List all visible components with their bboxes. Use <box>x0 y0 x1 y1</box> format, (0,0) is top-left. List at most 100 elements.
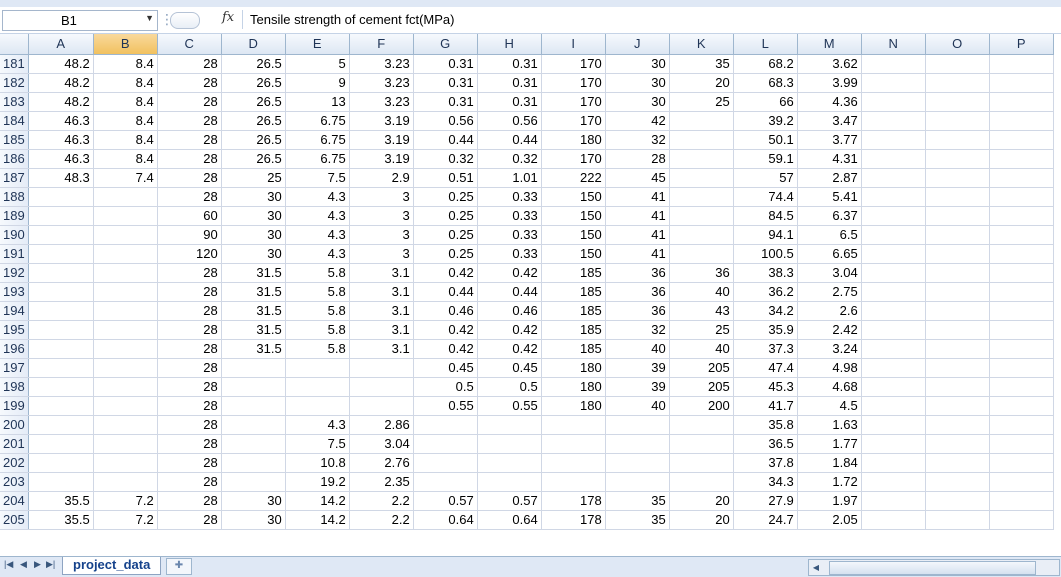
cell[interactable] <box>28 187 94 207</box>
cell[interactable]: 5.41 <box>797 187 862 207</box>
row-header[interactable]: 183 <box>0 92 29 112</box>
cell[interactable] <box>285 396 350 416</box>
cell[interactable] <box>925 244 990 264</box>
cell[interactable]: 28 <box>157 453 222 473</box>
cell[interactable] <box>861 339 926 359</box>
column-header-f[interactable]: F <box>349 34 414 55</box>
cell[interactable]: 0.33 <box>477 206 542 226</box>
cell[interactable] <box>541 453 606 473</box>
sheet-tab-project-data[interactable]: project_data <box>62 557 162 575</box>
cell[interactable]: 35.9 <box>733 320 798 340</box>
cell[interactable] <box>605 453 670 473</box>
cell[interactable]: 30 <box>221 244 286 264</box>
cell[interactable] <box>989 244 1054 264</box>
cell[interactable]: 40 <box>605 339 670 359</box>
cell[interactable]: 0.45 <box>413 358 478 378</box>
cell[interactable]: 48.2 <box>28 73 94 93</box>
cell[interactable]: 0.31 <box>477 54 542 74</box>
cell[interactable] <box>413 434 478 454</box>
cell[interactable]: 28 <box>157 111 222 131</box>
cell[interactable] <box>669 111 734 131</box>
cell[interactable]: 48.3 <box>28 168 94 188</box>
select-all-corner[interactable] <box>0 34 29 55</box>
cell[interactable] <box>925 187 990 207</box>
cell[interactable] <box>93 453 158 473</box>
cell[interactable]: 185 <box>541 339 606 359</box>
cell[interactable] <box>925 453 990 473</box>
cell[interactable] <box>989 472 1054 492</box>
cell[interactable]: 1.97 <box>797 491 862 511</box>
cell[interactable] <box>925 339 990 359</box>
cell[interactable] <box>861 149 926 169</box>
cell[interactable] <box>989 206 1054 226</box>
cell[interactable]: 0.64 <box>477 510 542 530</box>
cell[interactable] <box>93 301 158 321</box>
cell[interactable]: 24.7 <box>733 510 798 530</box>
cell[interactable] <box>28 472 94 492</box>
cell[interactable] <box>541 415 606 435</box>
cell[interactable] <box>861 225 926 245</box>
formula-input[interactable]: Tensile strength of cement fct(MPa) <box>242 10 1059 29</box>
cell[interactable]: 0.57 <box>413 491 478 511</box>
cell[interactable]: 30 <box>221 510 286 530</box>
cell[interactable]: 1.63 <box>797 415 862 435</box>
cell[interactable] <box>989 434 1054 454</box>
cell[interactable] <box>221 472 286 492</box>
column-header-l[interactable]: L <box>733 34 798 55</box>
cell[interactable] <box>861 73 926 93</box>
cell[interactable]: 25 <box>669 92 734 112</box>
cell[interactable]: 10.8 <box>285 453 350 473</box>
cell[interactable]: 26.5 <box>221 111 286 131</box>
cell[interactable]: 180 <box>541 396 606 416</box>
row-header[interactable]: 193 <box>0 282 29 302</box>
cell[interactable]: 46.3 <box>28 149 94 169</box>
cell[interactable] <box>925 377 990 397</box>
cell[interactable]: 68.2 <box>733 54 798 74</box>
cell[interactable] <box>541 434 606 454</box>
cell[interactable]: 205 <box>669 377 734 397</box>
cell[interactable]: 26.5 <box>221 73 286 93</box>
cell[interactable]: 3 <box>349 225 414 245</box>
cell[interactable]: 31.5 <box>221 339 286 359</box>
cell[interactable] <box>989 111 1054 131</box>
cell[interactable] <box>28 434 94 454</box>
cell[interactable] <box>861 396 926 416</box>
cell[interactable]: 1.77 <box>797 434 862 454</box>
cell[interactable]: 0.31 <box>477 73 542 93</box>
cell[interactable] <box>28 244 94 264</box>
cell[interactable]: 59.1 <box>733 149 798 169</box>
cell[interactable]: 41 <box>605 244 670 264</box>
cell[interactable] <box>989 320 1054 340</box>
cell[interactable]: 3 <box>349 206 414 226</box>
cell[interactable]: 0.42 <box>413 339 478 359</box>
cell[interactable] <box>221 434 286 454</box>
cell[interactable]: 180 <box>541 377 606 397</box>
cell[interactable]: 3.19 <box>349 111 414 131</box>
cell[interactable] <box>669 415 734 435</box>
chevron-down-icon[interactable]: ▼ <box>145 13 154 23</box>
cell[interactable] <box>669 187 734 207</box>
cell[interactable]: 3.77 <box>797 130 862 150</box>
cell[interactable] <box>861 168 926 188</box>
cell[interactable]: 14.2 <box>285 510 350 530</box>
cell[interactable] <box>93 320 158 340</box>
cell[interactable] <box>925 225 990 245</box>
next-sheet-icon[interactable]: ▶ <box>34 559 41 569</box>
cell[interactable] <box>861 92 926 112</box>
row-header[interactable]: 195 <box>0 320 29 340</box>
cell[interactable]: 28 <box>157 263 222 283</box>
cell[interactable]: 3.23 <box>349 92 414 112</box>
column-header-c[interactable]: C <box>157 34 222 55</box>
cell[interactable]: 3 <box>349 187 414 207</box>
cell[interactable]: 0.32 <box>477 149 542 169</box>
cell[interactable] <box>861 434 926 454</box>
cell[interactable]: 66 <box>733 92 798 112</box>
cell[interactable]: 0.44 <box>477 282 542 302</box>
cell[interactable]: 0.31 <box>413 92 478 112</box>
cell[interactable]: 41 <box>605 206 670 226</box>
cell[interactable] <box>989 73 1054 93</box>
cell[interactable] <box>28 301 94 321</box>
column-header-e[interactable]: E <box>285 34 350 55</box>
cell[interactable]: 28 <box>157 472 222 492</box>
cell[interactable]: 2.05 <box>797 510 862 530</box>
